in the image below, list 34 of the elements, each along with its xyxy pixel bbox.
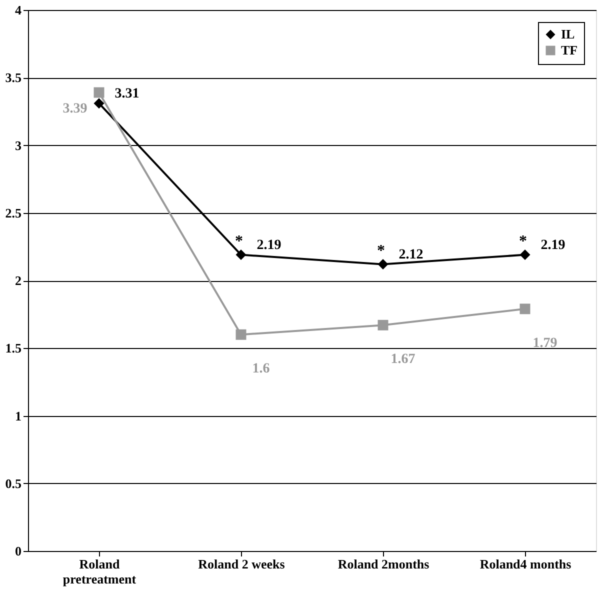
data-label: 1.79 xyxy=(532,336,558,351)
y-tick-label: 1.5 xyxy=(5,340,22,356)
x-tick-label: Roland 2 weeks xyxy=(198,556,285,572)
x-tick-label: Roland 2months xyxy=(338,556,430,572)
point xyxy=(520,304,530,314)
point xyxy=(236,250,246,260)
legend-label: IL xyxy=(561,26,576,42)
point xyxy=(236,329,246,340)
point xyxy=(94,98,104,109)
legend-label: TF xyxy=(561,42,578,58)
point xyxy=(378,320,388,330)
annotation: * xyxy=(377,242,385,260)
data-label: 3.39 xyxy=(62,102,88,117)
data-label: 3.31 xyxy=(114,86,140,102)
data-label: 2.19 xyxy=(256,238,282,253)
point xyxy=(94,87,104,98)
data-label: 2.12 xyxy=(398,247,424,262)
y-tick-label: 3.5 xyxy=(5,70,22,86)
data-label: 1.6 xyxy=(252,362,270,377)
point xyxy=(378,259,388,270)
y-tick-label: 4 xyxy=(15,2,22,18)
point xyxy=(520,250,530,260)
annotation: * xyxy=(235,232,243,250)
y-tick-label: 2.5 xyxy=(5,205,22,220)
x-tick-label: Roland pretreatment xyxy=(62,556,137,586)
x-tick-label: Roland4 months xyxy=(480,556,572,572)
data-label: 2.19 xyxy=(540,238,566,253)
y-tick-label: 1 xyxy=(15,408,22,424)
y-tick-label: 0 xyxy=(15,544,22,558)
annotation: * xyxy=(519,232,527,250)
y-tick-label: 3 xyxy=(15,138,22,153)
y-tick-label: 2 xyxy=(15,273,22,288)
data-label: 1.67 xyxy=(390,352,416,368)
y-tick-label: 0.5 xyxy=(5,476,22,491)
